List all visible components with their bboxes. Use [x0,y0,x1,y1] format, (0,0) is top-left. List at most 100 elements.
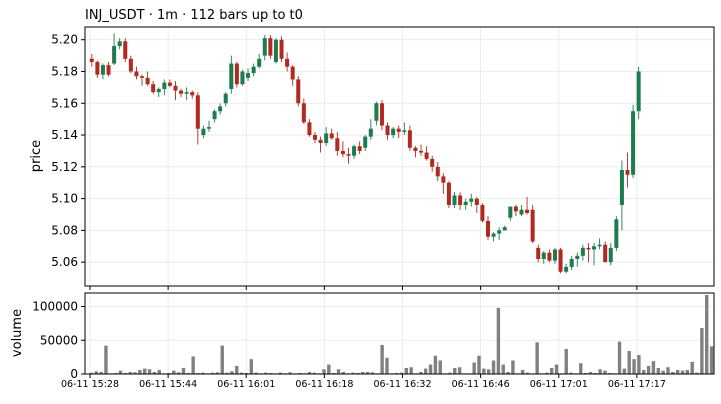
volume-bar [487,369,491,374]
volume-bar [143,368,147,374]
volume-bar [128,371,132,374]
candle-up [497,227,502,240]
volume-y-tick-label: 0 [70,367,78,381]
price-gridlines [85,27,714,286]
candle-body [340,150,345,155]
candle-down [435,162,440,182]
candle-down [530,204,535,244]
candle-down [140,74,145,86]
volume-bar [511,360,515,374]
candle-body [329,133,334,139]
candle-up [508,206,513,221]
volume-bar [622,368,627,374]
candle-up [519,204,524,217]
volume-bar [501,364,505,374]
volume-bar [230,371,234,374]
candle-body [218,106,223,112]
candle-up [541,251,546,264]
candle-up [184,87,189,101]
volume-bar [646,365,651,374]
volume-bar [569,372,573,374]
candle-down [234,61,239,88]
candle-body [290,66,295,80]
candle-body [636,71,641,112]
candle-body [145,77,150,85]
candle-down [396,125,401,139]
price-y-tick-label: 5.08 [51,223,78,237]
candle-body [391,128,396,136]
candle-down [329,128,334,140]
candle-body [262,38,267,56]
volume-bar [133,372,137,374]
volume-bar [278,372,283,374]
candle-down [513,204,518,217]
candle-body [251,66,256,74]
candle-up [631,104,636,178]
candle-body [201,128,206,136]
candle-down [134,66,139,80]
candle-up [597,238,602,250]
volume-bar [239,372,244,374]
candle-body [614,219,619,248]
price-x-ticks [89,286,638,290]
volume-bar [268,372,273,374]
candle-body [396,128,401,132]
candle-down [424,146,429,161]
candle-down [407,125,412,151]
volume-bar [138,369,142,374]
candle-body [530,209,535,242]
candle-body [552,249,557,261]
candle-body [89,58,94,62]
candle-down [312,131,318,143]
volume-bar [588,371,593,374]
volume-bar [249,359,254,374]
candle-body [206,127,211,129]
volume-bar [152,371,157,374]
candle-down [318,136,323,153]
volume-bar [298,372,302,374]
price-candles [89,33,641,274]
volume-bar [341,371,346,374]
volume-bar [656,367,660,374]
volume-bar [419,371,423,374]
volume-bar [196,372,200,374]
candle-down [307,119,312,137]
volume-bar [244,372,249,374]
volume-bar [147,369,152,374]
volume-bar [482,368,486,374]
candle-down [536,244,541,263]
volume-bar [385,357,389,374]
volume-bar [220,345,224,374]
volume-bar [312,372,316,374]
candle-body [625,170,630,175]
volume-bar [201,372,205,374]
candle-down [419,144,424,156]
candle-up [352,144,357,159]
volume-bar [191,356,195,374]
candle-up [552,247,557,264]
candle-down [558,247,563,274]
volume-bar [448,372,452,374]
volume-bar [695,372,699,374]
volume-x-tick-label: 06-11 16:01 [217,379,275,390]
price-y-tick-label: 5.18 [51,64,78,78]
volume-bar [264,372,268,374]
candle-body [346,154,351,156]
volume-bar [99,371,103,374]
volume-bar [370,372,375,374]
volume-bar [525,372,530,374]
candle-body [446,182,451,205]
candle-body [190,92,195,96]
price-y-tick-label: 5.16 [51,96,78,110]
volume-bar [627,351,631,374]
volume-x-tick-label: 06-11 15:28 [61,379,119,390]
volume-bar [564,349,568,374]
candle-body [257,58,262,67]
candle-up [491,231,496,242]
candle-up [201,125,206,139]
candle-body [541,252,546,259]
candle-up [218,103,223,115]
candle-down [379,100,384,131]
candle-body [374,103,379,121]
